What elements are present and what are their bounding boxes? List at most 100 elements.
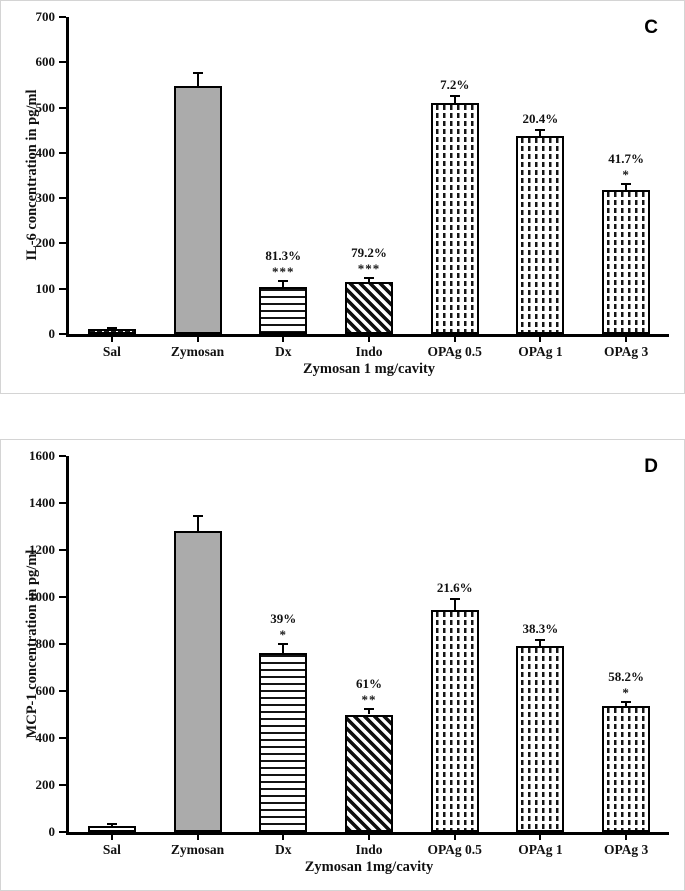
y-tick-label: 600 — [35, 683, 56, 698]
x-tick-label: OPAg 0.5 — [427, 842, 482, 857]
bar-opag-1 — [516, 136, 565, 334]
y-tick-mark — [59, 737, 66, 739]
bar-sal — [87, 329, 136, 334]
percent-inhibition-label: 79.2% — [351, 244, 387, 260]
x-tick-label: OPAg 0.5 — [427, 344, 482, 359]
error-bar — [539, 129, 542, 137]
y-tick-mark — [59, 502, 66, 504]
y-tick-label: 200 — [35, 777, 56, 792]
y-tick-mark — [59, 287, 66, 290]
x-tick-label: Indo — [355, 344, 383, 359]
bar-dx — [259, 652, 308, 832]
x-tick-label: Dx — [275, 842, 292, 857]
percent-inhibition-label: 39% — [270, 611, 297, 626]
percent-inhibition-label: 41.7% — [608, 150, 645, 166]
bar-opag-0-5 — [430, 103, 479, 334]
y-tick-label: 500 — [35, 99, 56, 115]
x-tick-mark — [625, 337, 628, 342]
x-tick-label: OPAg 3 — [603, 344, 649, 359]
percent-inhibition-label: 38.3% — [522, 620, 559, 636]
y-tick-mark — [59, 106, 66, 109]
x-axis-title: Zymosan 1mg/cavity — [304, 859, 434, 875]
x-axis-title: Zymosan 1 mg/cavity — [302, 361, 436, 377]
x-tick-mark — [110, 337, 113, 342]
x-tick-label: Sal — [102, 344, 121, 359]
x-tick-mark — [110, 835, 113, 840]
x-tick-mark — [368, 337, 370, 342]
error-bar — [368, 709, 370, 715]
y-tick-label: 0 — [48, 824, 56, 839]
bar-indo — [345, 282, 393, 334]
y-tick-mark — [59, 643, 66, 645]
x-tick-mark — [368, 835, 370, 840]
error-bar-cap — [535, 638, 546, 641]
bar-zymosan — [173, 530, 222, 832]
significance-stars: * — [622, 166, 630, 182]
panel-c-plot-area: 0 100 200 300 400 500 600 700 Sal Zymosan Dx *** 81.… — [36, 9, 669, 377]
error-bar — [453, 599, 456, 610]
bar-indo — [345, 714, 393, 832]
y-tick-label: 800 — [35, 636, 56, 651]
x-tick-label: Zymosan — [170, 344, 225, 359]
error-bar — [368, 277, 370, 283]
error-bar-cap — [192, 72, 203, 75]
x-tick-mark — [453, 835, 456, 840]
y-tick-mark — [59, 596, 66, 598]
panel-c-card: C IL-6 concentration in pg/ml 0 100 200 300… — [0, 0, 685, 394]
y-tick-label: 1400 — [29, 495, 55, 510]
significance-stars: * — [279, 627, 288, 642]
y-tick-mark — [59, 549, 66, 551]
x-tick-label: Dx — [275, 344, 292, 359]
error-bar — [196, 515, 199, 531]
error-bar-cap — [621, 182, 632, 185]
error-bar — [539, 639, 542, 647]
x-tick-mark — [196, 337, 199, 342]
x-tick-mark — [282, 835, 285, 840]
x-tick-label: OPAg 3 — [603, 842, 649, 857]
panel-d-plot-area: 0 200 400 600 800 1000 1200 1400 1600 Sal Zymosan D… — [29, 448, 669, 875]
panel-d-letter: D — [644, 456, 658, 477]
bar-opag-1 — [516, 646, 565, 832]
x-tick-mark — [625, 835, 628, 840]
significance-stars: *** — [357, 260, 381, 276]
bar-sal — [87, 826, 136, 832]
y-tick-label: 400 — [35, 144, 56, 160]
x-axis-line — [66, 832, 669, 835]
y-tick-mark — [59, 16, 66, 18]
y-tick-label: 700 — [35, 9, 56, 24]
y-tick-mark — [59, 690, 66, 692]
y-axis-line — [66, 17, 69, 337]
y-tick-mark — [59, 242, 66, 245]
y-tick-label: 100 — [35, 280, 56, 296]
x-tick-label: OPAg 1 — [518, 344, 563, 359]
y-tick-mark — [59, 61, 66, 64]
x-tick-label: OPAg 1 — [518, 842, 563, 857]
percent-inhibition-label: 7.2% — [440, 77, 470, 93]
y-tick-mark — [59, 333, 66, 335]
percent-inhibition-label: 20.4% — [522, 110, 559, 126]
x-axis-line — [66, 334, 669, 337]
y-tick-label: 300 — [35, 190, 56, 206]
y-tick-label: 200 — [35, 235, 56, 251]
y-tick-label: 400 — [35, 730, 56, 745]
y-tick-label: 1000 — [29, 589, 55, 604]
error-bar — [196, 73, 199, 86]
error-bar — [282, 281, 285, 288]
error-bar — [625, 183, 628, 190]
significance-stars: *** — [272, 264, 295, 280]
x-tick-mark — [539, 337, 542, 342]
bar-dx — [259, 287, 308, 334]
error-bar-cap — [449, 598, 460, 601]
bar-opag-3 — [602, 706, 651, 832]
x-tick-label: Sal — [102, 842, 121, 857]
error-bar-cap — [192, 514, 203, 517]
percent-inhibition-label: 58.2% — [608, 668, 645, 684]
error-bar-cap — [278, 643, 289, 645]
error-bar-cap — [106, 326, 117, 329]
x-tick-label: Zymosan — [170, 842, 225, 857]
y-tick-mark — [59, 197, 66, 200]
error-bar — [453, 96, 456, 104]
significance-stars: ** — [361, 692, 377, 708]
error-bar-cap — [364, 708, 374, 711]
